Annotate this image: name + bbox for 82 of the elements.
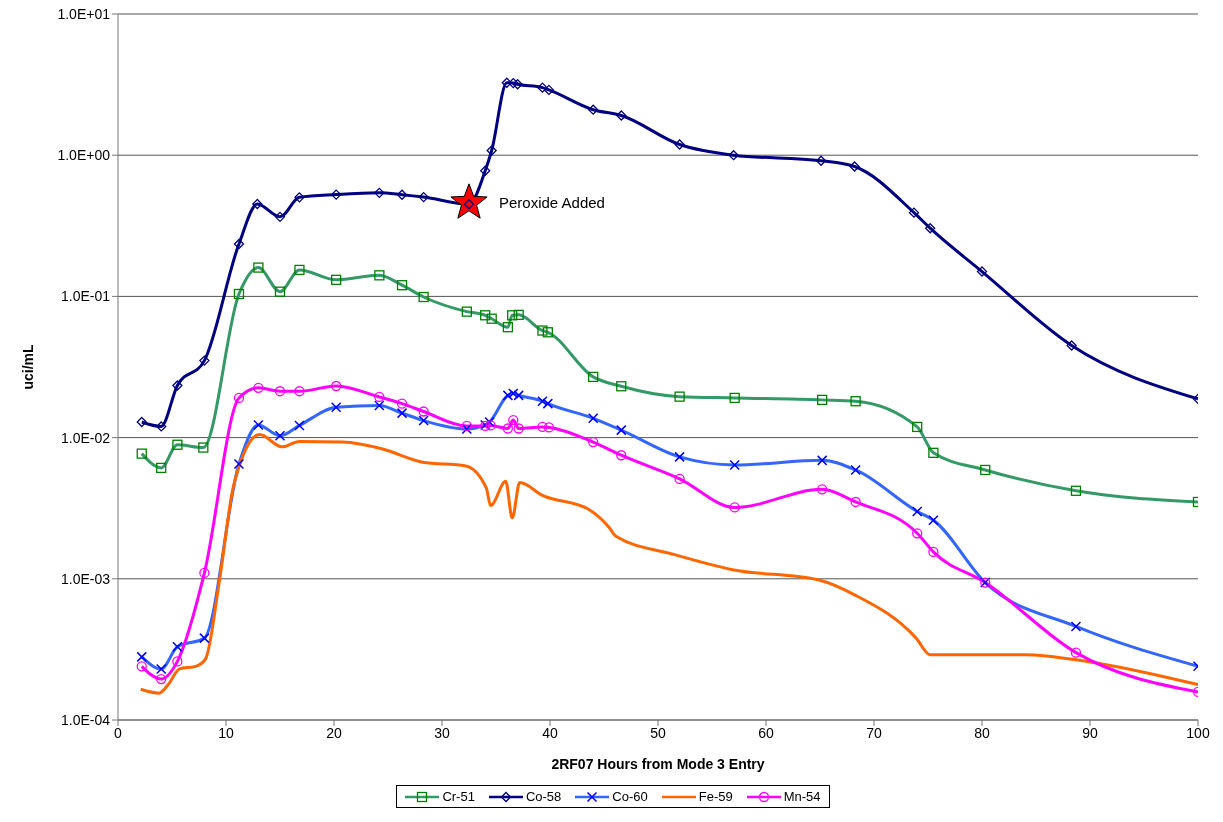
legend-label: Co-60: [612, 789, 648, 804]
point: [616, 110, 627, 121]
point: [908, 207, 920, 218]
point: [418, 406, 429, 417]
x-tick-label: 100: [1186, 724, 1210, 741]
y-axis-title: uci/mL: [19, 344, 36, 390]
point: [274, 211, 286, 222]
point: [253, 382, 264, 394]
point: [252, 198, 263, 210]
legend-label: Co-58: [525, 789, 562, 804]
point: [233, 238, 245, 250]
point: [502, 423, 514, 434]
point: [480, 165, 491, 176]
y-tick-label: 1.0E-02: [60, 429, 111, 446]
point: [912, 528, 923, 539]
y-tick-label: 1.0E-03: [60, 570, 111, 587]
point: [172, 380, 183, 391]
x-tick-label: 20: [326, 724, 342, 741]
point: [537, 82, 548, 93]
y-tick-label: 1.0E-04: [60, 711, 111, 728]
legend-label: Cr-51: [442, 789, 475, 804]
point: [976, 266, 988, 277]
point: [294, 386, 305, 397]
point: [485, 420, 496, 431]
x-tick-label: 50: [650, 724, 666, 741]
point: [928, 546, 939, 558]
legend-label: Fe-59: [698, 789, 733, 804]
x-tick-label: 80: [974, 724, 990, 741]
y-tick-label: 1.0E+00: [57, 147, 111, 164]
point: [331, 380, 342, 392]
y-tick-label: 1.0E+01: [57, 5, 111, 22]
point: [199, 355, 210, 366]
point: [674, 139, 685, 150]
point: [508, 77, 519, 89]
x-tick-label: 40: [542, 724, 558, 741]
point: [537, 421, 548, 433]
point: [396, 189, 408, 200]
point: [849, 161, 860, 172]
point: [199, 567, 210, 579]
point: [1070, 647, 1082, 658]
x-tick-label: 30: [434, 724, 450, 741]
point: [374, 391, 385, 403]
point: [136, 661, 147, 672]
point: [588, 436, 599, 448]
line-series: [139, 433, 1198, 695]
point: [817, 484, 828, 495]
point: [728, 150, 739, 161]
point: [1066, 340, 1077, 351]
point: [729, 502, 740, 513]
point: [331, 189, 342, 200]
point: [396, 398, 408, 409]
x-tick-label: 70: [866, 724, 882, 741]
y-tick-label: 1.0E-01: [60, 288, 111, 305]
x-tick-label: 90: [1082, 724, 1098, 741]
point: [674, 473, 685, 485]
annotation: Peroxide Added: [499, 193, 605, 211]
point: [588, 104, 599, 115]
point: [233, 392, 245, 404]
point: [294, 192, 305, 203]
point: [925, 223, 936, 234]
legend-label: Mn-54: [783, 789, 821, 804]
point: [616, 450, 627, 461]
point: [418, 191, 429, 203]
point: [513, 423, 524, 434]
point: [815, 155, 827, 166]
x-tick-label: 60: [758, 724, 774, 741]
point: [850, 496, 861, 508]
point: [543, 84, 555, 96]
point: [156, 421, 167, 432]
x-tick-label: 0: [114, 724, 123, 741]
x-tick-label: 10: [218, 724, 234, 741]
point: [136, 416, 147, 428]
point: [274, 386, 286, 397]
point: [512, 79, 523, 90]
point: [543, 422, 555, 433]
point: [156, 673, 167, 685]
point: [486, 145, 497, 156]
point: [508, 414, 519, 426]
point: [374, 187, 385, 199]
point: [501, 77, 512, 88]
point: [172, 656, 183, 667]
x-axis-title: 2RF07 Hours from Mode 3 Entry: [551, 756, 765, 772]
